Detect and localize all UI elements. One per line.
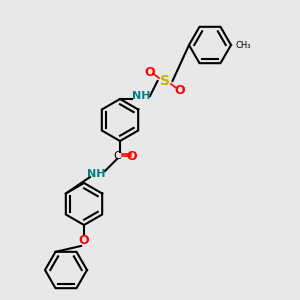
Text: NH: NH [87, 169, 105, 179]
Text: CH₃: CH₃ [236, 40, 251, 50]
Text: O: O [79, 233, 89, 247]
Text: C: C [113, 151, 121, 161]
Text: O: O [175, 83, 185, 97]
Text: O: O [127, 149, 137, 163]
Text: S: S [160, 74, 170, 88]
Text: O: O [145, 65, 155, 79]
Text: NH: NH [132, 91, 150, 101]
